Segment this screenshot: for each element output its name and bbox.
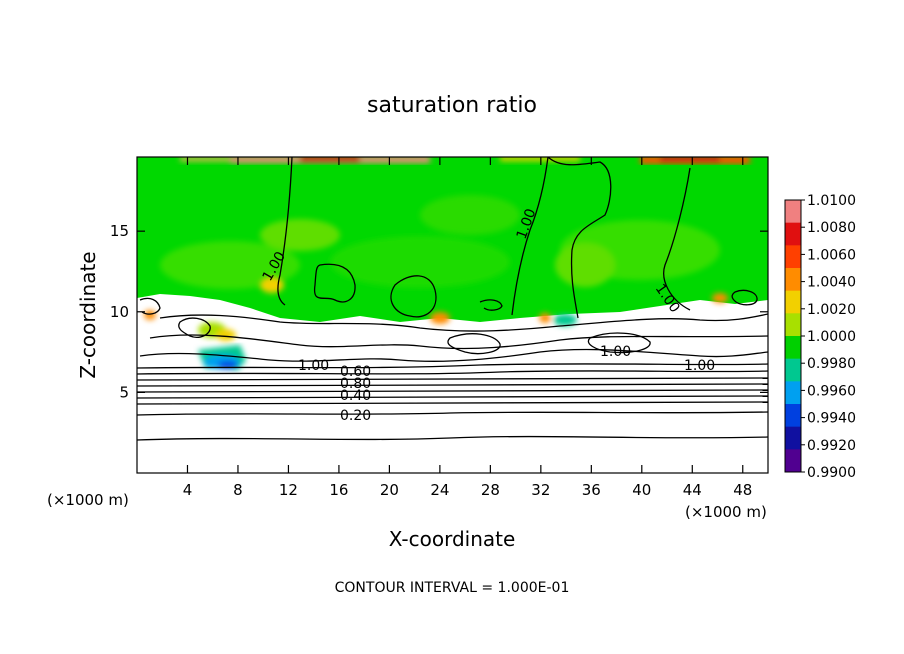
colorbar-label: 0.9980 bbox=[807, 356, 856, 372]
colorbar-swatch bbox=[785, 381, 801, 405]
colorbar-swatch bbox=[785, 268, 801, 292]
x-axis-label: X-coordinate bbox=[389, 527, 516, 551]
contour-label: 1.00 bbox=[600, 344, 631, 360]
x-tick-label: 28 bbox=[481, 481, 500, 499]
x-tick-label: 48 bbox=[733, 481, 752, 499]
x-tick-label: 12 bbox=[279, 481, 298, 499]
colorbar-label: 0.9900 bbox=[807, 465, 856, 481]
x-tick-label: 44 bbox=[683, 481, 702, 499]
colorbar-swatch bbox=[785, 313, 801, 337]
colorbar-label: 0.9920 bbox=[807, 438, 856, 454]
x-tick-label: 36 bbox=[582, 481, 601, 499]
colorbar-swatch bbox=[785, 200, 801, 224]
colorbar-swatch bbox=[785, 222, 801, 246]
colorbar-label: 0.9960 bbox=[807, 383, 856, 399]
contour-label: 0.20 bbox=[340, 408, 371, 424]
y-tick-label: 5 bbox=[119, 383, 129, 401]
colorbar-swatch bbox=[785, 449, 801, 473]
colorbar-swatch bbox=[785, 426, 801, 450]
colorbar-label: 1.0100 bbox=[807, 193, 856, 209]
y-axis: 5 10 15 bbox=[110, 222, 768, 401]
colorbar-label: 0.9940 bbox=[807, 411, 856, 427]
x-unit-left: (×1000 m) bbox=[47, 491, 129, 509]
x-axis: 4 8 12 16 20 24 28 32 36 40 44 48 bbox=[183, 157, 752, 499]
contour-label: 0.80 bbox=[340, 376, 371, 392]
x-tick-label: 4 bbox=[183, 481, 193, 499]
x-tick-label: 16 bbox=[329, 481, 348, 499]
x-unit-right: (×1000 m) bbox=[685, 503, 767, 521]
x-tick-label: 40 bbox=[632, 481, 651, 499]
colorbar-swatch bbox=[785, 358, 801, 382]
x-tick-label: 20 bbox=[380, 481, 399, 499]
contour-interval-note: CONTOUR INTERVAL = 1.000E-01 bbox=[335, 580, 570, 596]
colorbar-label: 1.0020 bbox=[807, 302, 856, 318]
x-tick-label: 8 bbox=[233, 481, 243, 499]
colorbar-label: 1.0040 bbox=[807, 275, 856, 291]
chart-title: saturation ratio bbox=[367, 93, 537, 118]
contour-label: 0.60 bbox=[340, 364, 371, 380]
plot-area bbox=[137, 157, 768, 473]
plot-frame bbox=[136, 156, 769, 474]
y-tick-label: 15 bbox=[110, 222, 129, 240]
colorbar-swatch bbox=[785, 336, 801, 360]
contour-label: 0.40 bbox=[340, 388, 371, 404]
colorbar-swatch bbox=[785, 404, 801, 428]
y-tick-label: 10 bbox=[110, 303, 129, 321]
colorbar-label: 1.0080 bbox=[807, 220, 856, 236]
contour-label: 1.00 bbox=[298, 358, 329, 374]
colorbar-swatch bbox=[785, 290, 801, 314]
contour-lines bbox=[137, 157, 768, 441]
colorbar-label: 1.0060 bbox=[807, 247, 856, 263]
contour-label: 1.00 bbox=[684, 358, 715, 374]
colorbar-label: 1.0000 bbox=[807, 329, 856, 345]
x-tick-label: 32 bbox=[531, 481, 550, 499]
x-tick-label: 24 bbox=[430, 481, 449, 499]
colorbar: 1.0100 1.0080 1.0060 1.0040 1.0020 1.0000 0.99… bbox=[784, 193, 856, 481]
colorbar-swatch bbox=[785, 245, 801, 269]
y-axis-label: Z-coordinate bbox=[76, 251, 100, 378]
